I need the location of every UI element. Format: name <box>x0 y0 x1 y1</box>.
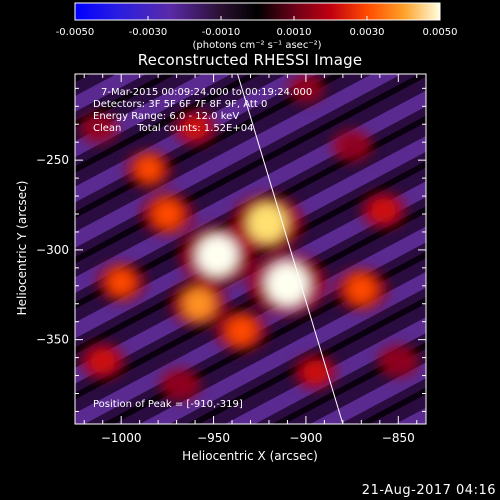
annotation-energy: Energy Range: 6.0 - 12.0 keV <box>93 111 239 122</box>
heat-source <box>361 192 406 228</box>
heat-source <box>170 281 228 327</box>
heat-source <box>80 343 125 379</box>
peak-position-label: Position of Peak = [-910,-319] <box>93 399 243 410</box>
colorbar-tick-label: -0.0010 <box>202 27 241 38</box>
heat-source <box>215 310 267 352</box>
heat-source <box>378 345 419 378</box>
colorbar-gradient <box>74 2 441 21</box>
heat-source <box>288 74 324 103</box>
annotation-time-range: 7-Mar-2015 00:09:24.000 to 00:19:24.000 <box>101 87 312 98</box>
chart-title: Reconstructed RHESSI Image <box>137 51 363 69</box>
x-tick-label: −1000 <box>101 431 142 445</box>
heatmap-sources <box>80 74 419 401</box>
heat-source <box>335 268 388 311</box>
heatmap <box>75 74 426 424</box>
heat-source <box>141 193 194 235</box>
y-tick-label: −250 <box>36 153 69 167</box>
heat-source <box>180 225 255 286</box>
timestamp: 21-Aug-2017 04:16 <box>361 483 496 498</box>
annotations: 7-Mar-2015 00:09:24.000 to 00:19:24.000 … <box>93 87 312 410</box>
colorbar-tick-label: 0.0030 <box>350 27 385 38</box>
colorbar: -0.0050 -0.0030 -0.0010 0.0010 0.0030 0.0050 … <box>0 0 500 60</box>
y-tick-label: −300 <box>36 243 69 257</box>
x-axis-label: Heliocentric X (arcsec) <box>182 449 318 463</box>
colorbar-tick-label: 0.0050 <box>423 27 458 38</box>
heat-source <box>231 194 303 252</box>
colorbar-tick-label: 0.0010 <box>277 27 312 38</box>
annotation-detectors: Detectors: 3F 5F 6F 7F 8F 9F, Att 0 <box>93 99 267 110</box>
y-tick-label: −350 <box>36 333 69 347</box>
annotation-clean: Clean Total counts: 1.52E+04 <box>93 123 253 134</box>
heat-source <box>97 262 146 302</box>
heat-source <box>80 112 118 143</box>
colorbar-tick-label: -0.0030 <box>129 27 168 38</box>
heat-source <box>332 129 372 162</box>
heat-source <box>248 253 327 315</box>
x-tick-label: −850 <box>382 431 415 445</box>
x-axis: −1000 −950 −900 −850 <box>83 74 418 445</box>
colorbar-units: (photons cm⁻² s⁻¹ asec⁻²) <box>192 40 321 51</box>
y-axis: −350 −300 −250 <box>36 87 426 412</box>
y-axis-label: Heliocentric Y (arcsec) <box>15 181 29 316</box>
heat-source <box>125 150 172 188</box>
heat-source <box>294 355 337 389</box>
x-tick-label: −950 <box>197 431 230 445</box>
heat-source <box>174 111 216 145</box>
colorbar-svg: -0.0050 -0.0030 -0.0010 0.0010 0.0030 0.0050 … <box>56 2 458 51</box>
heat-source <box>160 368 201 401</box>
colorbar-ticks: -0.0050 -0.0030 -0.0010 0.0010 0.0030 0.0050 <box>56 16 458 38</box>
colorbar-tick-label: -0.0050 <box>56 27 95 38</box>
solar-limb-line <box>237 74 344 424</box>
x-tick-label: −900 <box>289 431 322 445</box>
